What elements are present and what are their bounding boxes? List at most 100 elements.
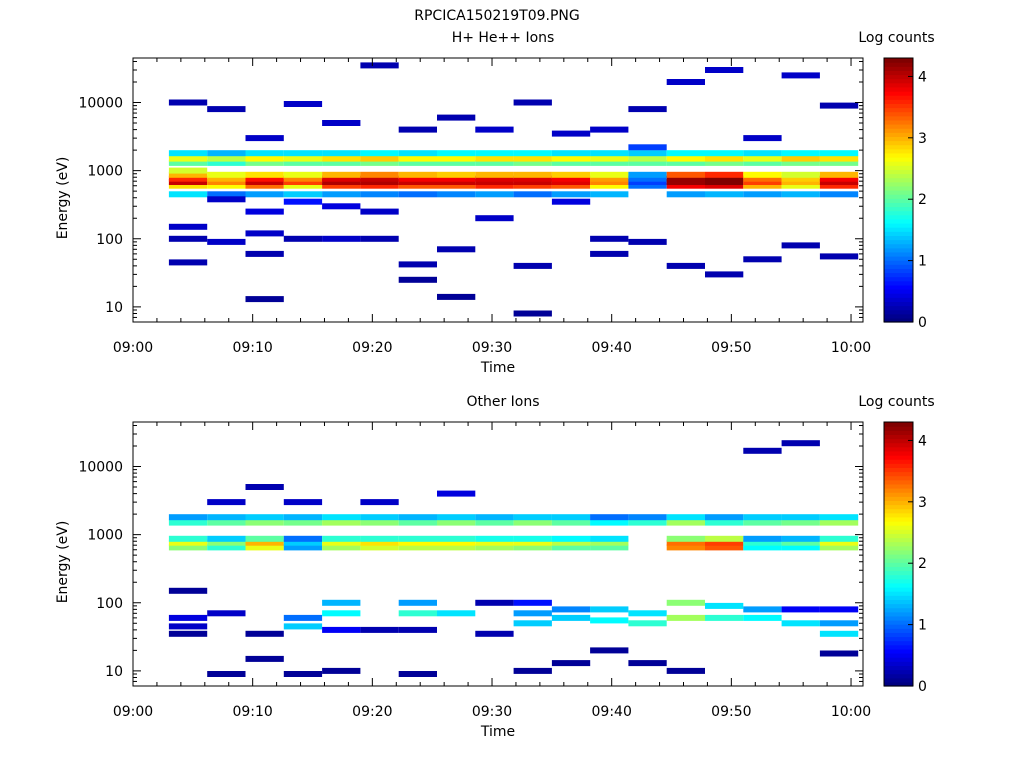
colorbar-swatch xyxy=(884,620,913,625)
heatmap-cell xyxy=(322,599,361,606)
heatmap-cell xyxy=(360,155,399,162)
heatmap-cell xyxy=(245,514,284,521)
heatmap-cell xyxy=(666,191,705,198)
heatmap-cell xyxy=(819,620,859,627)
heatmap-cell xyxy=(513,539,552,546)
heatmap-cell xyxy=(437,150,476,157)
colorbar-swatch xyxy=(884,177,913,183)
heatmap-cell xyxy=(322,171,361,178)
heatmap-cell xyxy=(743,159,782,166)
heatmap-cell xyxy=(360,191,399,198)
colorbar-swatch xyxy=(884,549,913,555)
heatmap-cell xyxy=(513,514,552,521)
heatmap-cell xyxy=(207,519,246,526)
x-tick-label: 10:00 xyxy=(831,340,871,356)
colorbar-tick-label: 1 xyxy=(918,254,927,270)
colorbar-swatch xyxy=(884,256,913,261)
y-axis-label: Energy (eV) xyxy=(55,157,71,240)
colorbar-swatch xyxy=(884,479,913,485)
colorbar-swatch xyxy=(884,607,913,613)
heatmap-cell xyxy=(819,535,859,542)
heatmap-cell xyxy=(781,150,820,157)
heatmap-cell xyxy=(781,175,820,182)
heatmap-cell xyxy=(398,191,437,198)
heatmap-cell xyxy=(628,660,667,667)
heatmap-cell xyxy=(245,135,284,142)
heatmap-cell xyxy=(666,159,705,166)
colorbar-swatch xyxy=(884,681,913,687)
heatmap-cell xyxy=(666,539,705,546)
colorbar-swatch xyxy=(884,611,913,617)
heatmap-cell xyxy=(168,587,208,594)
colorbar: 0 1 2 3 4 Log counts xyxy=(858,394,934,695)
heatmap-cell xyxy=(207,535,246,542)
heatmap-cell xyxy=(590,175,629,182)
colorbar-swatch xyxy=(884,198,913,203)
heatmap-cell xyxy=(590,250,629,257)
heatmap-cell xyxy=(360,519,399,526)
heatmap-cell xyxy=(283,544,323,551)
heatmap-cell xyxy=(590,182,629,189)
colorbar-tick-label: 0 xyxy=(918,679,927,695)
heatmap-cell xyxy=(322,182,361,189)
heatmap-cell xyxy=(551,191,591,198)
x-tick-label: 09:00 xyxy=(113,704,153,720)
y-tick-label: 1000 xyxy=(87,528,123,544)
colorbar-label: Log counts xyxy=(858,30,934,46)
heatmap-cell xyxy=(437,293,476,300)
heatmap-cell xyxy=(475,171,514,178)
heatmap-cell xyxy=(168,223,208,230)
heatmap-cell xyxy=(283,535,323,542)
heatmap-cell xyxy=(743,606,782,613)
heatmap-cell xyxy=(705,67,744,73)
heatmap-cell xyxy=(628,159,667,166)
heatmap-cell xyxy=(168,235,208,242)
heatmap-cell xyxy=(283,191,323,198)
figure-title: RPCICA150219T09.PNG xyxy=(414,8,579,24)
heatmap-cell xyxy=(743,191,782,198)
heatmap-cell xyxy=(437,610,476,617)
heatmap-cell xyxy=(705,150,744,157)
colorbar-swatch xyxy=(884,446,913,452)
heatmap-cell xyxy=(819,182,859,189)
heatmap-cell xyxy=(283,150,323,157)
heatmap-cell xyxy=(245,544,284,551)
heatmap-cell xyxy=(781,155,820,162)
colorbar: 0 1 2 3 4 Log counts xyxy=(858,30,934,331)
heatmap-cell xyxy=(819,155,859,162)
colorbar-swatch xyxy=(884,591,913,596)
x-tick-label: 09:50 xyxy=(711,704,751,720)
heatmap-cell xyxy=(781,179,820,185)
heatmap-cell xyxy=(398,671,437,677)
x-tick-label: 10:00 xyxy=(831,704,871,720)
heatmap-cell xyxy=(551,660,591,667)
heatmap-cell xyxy=(245,539,284,546)
heatmap-cell xyxy=(245,175,284,182)
heatmap-cell xyxy=(475,519,514,526)
heatmap-cell xyxy=(705,159,744,166)
heatmap-cell xyxy=(666,79,705,85)
colorbar-swatch xyxy=(884,119,913,125)
heatmap-cell xyxy=(437,514,476,521)
heatmap-cell xyxy=(207,179,246,185)
heatmap-cell xyxy=(475,215,514,222)
heatmap-cell xyxy=(168,155,208,162)
colorbar-frame xyxy=(883,57,914,323)
heatmap-cell xyxy=(283,171,323,178)
colorbar-swatch xyxy=(884,206,913,212)
heatmap-cell xyxy=(360,62,399,69)
colorbar-swatch xyxy=(884,140,913,146)
heatmap-cell xyxy=(513,99,552,106)
colorbar-swatch xyxy=(884,632,913,638)
heatmap-cell xyxy=(322,535,361,542)
heatmap-cell xyxy=(590,235,629,242)
x-tick-label: 09:00 xyxy=(113,340,153,356)
heatmap-cell xyxy=(743,539,782,546)
heatmap-cell xyxy=(666,514,705,521)
heatmap-cell xyxy=(513,519,552,526)
heatmap-cell xyxy=(283,539,323,546)
colorbar-swatch xyxy=(884,313,913,319)
heatmap-cell xyxy=(322,191,361,198)
heatmap-cell xyxy=(513,171,552,178)
heatmap-cell xyxy=(283,155,323,162)
